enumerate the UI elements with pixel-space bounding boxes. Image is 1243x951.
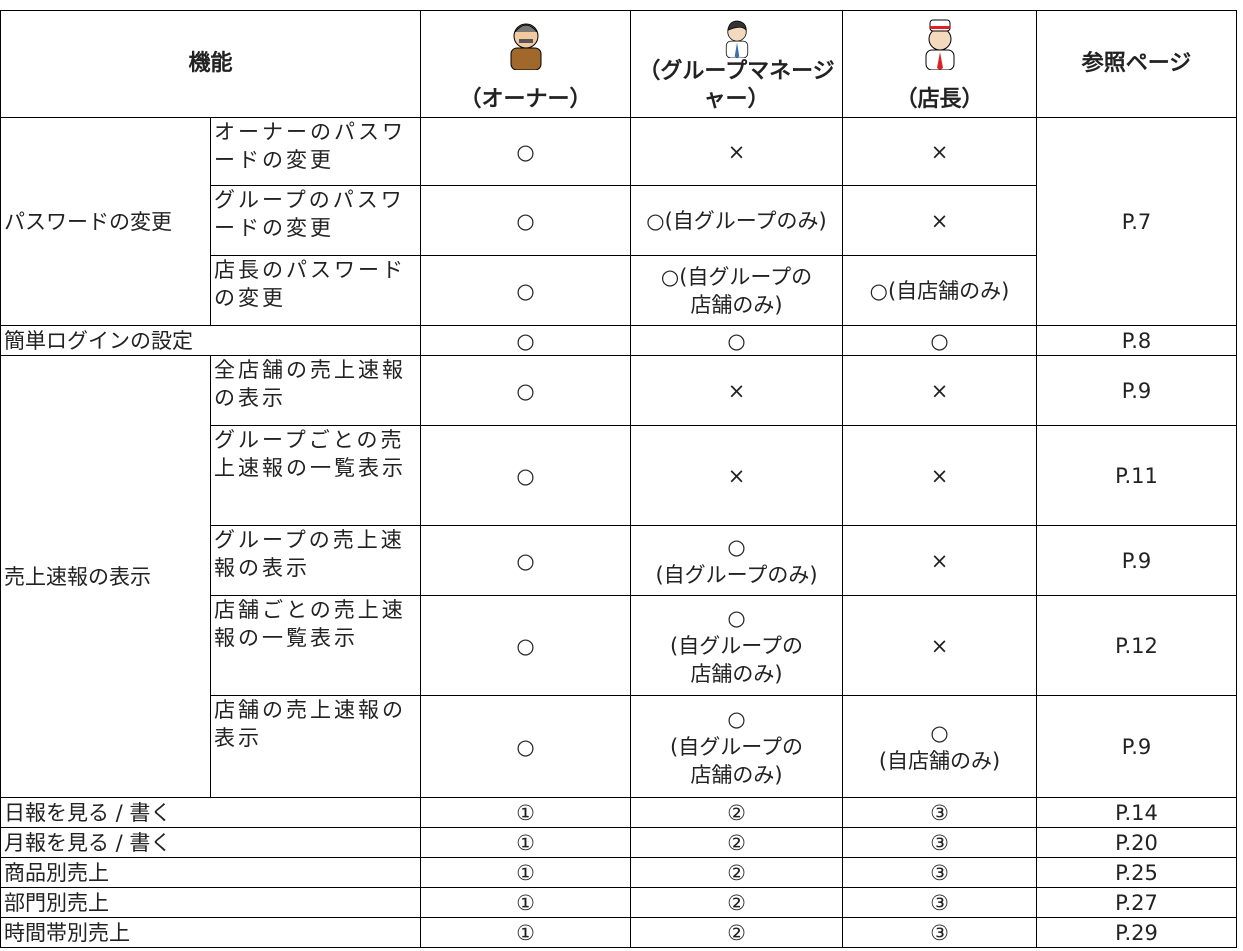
role-label: （グループマネージャー） (638, 59, 835, 112)
section-label: 時間帯別売上 (0, 917, 422, 948)
header-row: 機能 （オーナー） （グループマネージャー） （店長） 参照ページ (0, 10, 1238, 118)
permission-cell: ③ (842, 827, 1038, 858)
reference-page: P.20 (1036, 827, 1238, 858)
permission-cell: ○ (420, 425, 632, 526)
section-label: 簡単ログインの設定 (0, 325, 422, 356)
permission-cell: ○ (420, 117, 632, 186)
permission-cell: ② (630, 827, 844, 858)
table-row: パスワードの変更 オーナーのパスワードの変更 ○ × × P.7 (0, 117, 1238, 326)
item-name: 店舗ごとの売上速報の一覧表示 (209, 595, 422, 696)
reference-page: P.25 (1036, 857, 1238, 888)
role-header: （グループマネージャー） (630, 10, 844, 118)
table-row: 店舗の売上速報の表示 ○ ○ (自グループの 店舗のみ) ○ (自店舗のみ) P.9 (1, 695, 1238, 798)
permission-cell: ③ (842, 857, 1038, 888)
table-row: グループごとの売上速報の一覧表示 ○ × × P.11 (1, 425, 1238, 526)
reference-page: P.12 (1036, 595, 1238, 696)
table-row: 部門別売上 ① ② ③ P.27 (0, 887, 1238, 918)
reference-page: P.14 (1036, 797, 1238, 828)
permission-cell: × (842, 525, 1038, 596)
permission-cell: ○ (自グループのみ) (630, 525, 844, 596)
permission-cell: ① (420, 857, 632, 888)
permission-cell: × (842, 425, 1038, 526)
permission-cell: ② (630, 797, 844, 828)
permission-cell: ③ (842, 797, 1038, 828)
item-name: グループのパスワードの変更 (209, 185, 422, 256)
reference-page: P.29 (1036, 917, 1238, 948)
permission-cell: ① (420, 917, 632, 948)
permission-cell: ① (420, 797, 632, 828)
permission-cell: × (842, 185, 1038, 256)
permission-cell: ① (420, 887, 632, 918)
permission-cell: ○(自グループの 店舗のみ) (630, 255, 844, 326)
table-row: 売上速報の表示 全店舗の売上速報の表示 ○ × × P.9 (0, 355, 1238, 798)
permission-cell: × (842, 595, 1038, 696)
permission-cell: ○ (420, 695, 632, 798)
role-label: （オーナー） (459, 87, 592, 112)
item-name: グループごとの売上速報の一覧表示 (209, 425, 422, 526)
reference-page: P.11 (1036, 425, 1238, 526)
permission-cell: ○ (420, 525, 632, 596)
permission-cell: ① (420, 827, 632, 858)
permission-cell: ○ (842, 325, 1038, 356)
permission-cell: ○ (420, 595, 632, 696)
reference-page: P.9 (1036, 695, 1238, 798)
permission-cell: × (630, 355, 844, 426)
table-row: 月報を見る / 書く ① ② ③ P.20 (0, 827, 1238, 858)
permission-cell: ○ (自グループの 店舗のみ) (630, 595, 844, 696)
item-name: 店舗の売上速報の表示 (209, 695, 422, 798)
permission-cell: × (630, 117, 844, 186)
role-label: （店長） (895, 87, 984, 112)
role-header: （オーナー） (420, 10, 632, 118)
permission-cell: ○(自店舗のみ) (842, 255, 1038, 326)
permission-cell: ○ (420, 255, 632, 326)
permission-cell: ③ (842, 887, 1038, 918)
section-label: 売上速報の表示 (0, 355, 211, 798)
permission-cell: ② (630, 917, 844, 948)
permission-cell: ○ (420, 185, 632, 256)
reference-page: P.7 (1036, 117, 1238, 326)
owner-icon (510, 23, 542, 70)
permission-cell: ○ (自グループの 店舗のみ) (630, 695, 844, 798)
permission-cell: ○ (420, 325, 632, 356)
permission-cell: ○(自グループのみ) (630, 185, 844, 256)
section-label: 月報を見る / 書く (0, 827, 422, 858)
table-row: 日報を見る / 書く ① ② ③ P.14 (0, 797, 1238, 828)
permission-cell: ③ (842, 917, 1038, 948)
permission-cell: ② (630, 857, 844, 888)
table-row: グループの売上速報の表示 ○ ○ (自グループのみ) × P.9 (1, 525, 1238, 596)
reference-page: P.8 (1036, 325, 1238, 356)
section-label: 日報を見る / 書く (0, 797, 422, 828)
reference-page: P.9 (1036, 355, 1238, 426)
permission-cell: ○ (630, 325, 844, 356)
permission-cell: ② (630, 887, 844, 918)
permission-cell: × (842, 117, 1038, 186)
manager-icon (725, 20, 748, 58)
permission-cell: ○ (自店舗のみ) (842, 695, 1038, 798)
reference-page: P.27 (1036, 887, 1238, 918)
function-header: 機能 (0, 10, 422, 118)
item-name: 全店舗の売上速報の表示 (209, 355, 422, 426)
table-row: 店舗ごとの売上速報の一覧表示 ○ ○ (自グループの 店舗のみ) × P.12 (1, 595, 1238, 696)
item-name: オーナーのパスワードの変更 (209, 117, 422, 186)
store-manager-icon (925, 19, 955, 70)
item-name: 店長のパスワードの変更 (209, 255, 422, 326)
role-header: （店長） (842, 10, 1038, 118)
item-name: グループの売上速報の表示 (209, 525, 422, 596)
permission-cell: ○ (420, 355, 632, 426)
table-body: パスワードの変更 オーナーのパスワードの変更 ○ × × P.7 グループのパスワードの変更… (0, 117, 1238, 948)
reference-page: P.9 (1036, 525, 1238, 596)
section-label: 部門別売上 (0, 887, 422, 918)
table-row: 簡単ログインの設定 ○ ○ ○ P.8 (0, 325, 1238, 356)
reference-header: 参照ページ (1036, 10, 1238, 118)
table-row: 商品別売上 ① ② ③ P.25 (0, 857, 1238, 888)
section-label: 商品別売上 (0, 857, 422, 888)
section-label: パスワードの変更 (0, 117, 211, 326)
table-row: 時間帯別売上 ① ② ③ P.29 (0, 917, 1238, 948)
permission-cell: × (842, 355, 1038, 426)
table-row: 店長のパスワードの変更 ○ ○(自グループの 店舗のみ) ○(自店舗のみ) (1, 255, 1237, 326)
permission-table: 機能 （オーナー） （グループマネージャー） （店長） 参照ページ パスワードの… (0, 10, 1238, 948)
permission-cell: × (630, 425, 844, 526)
